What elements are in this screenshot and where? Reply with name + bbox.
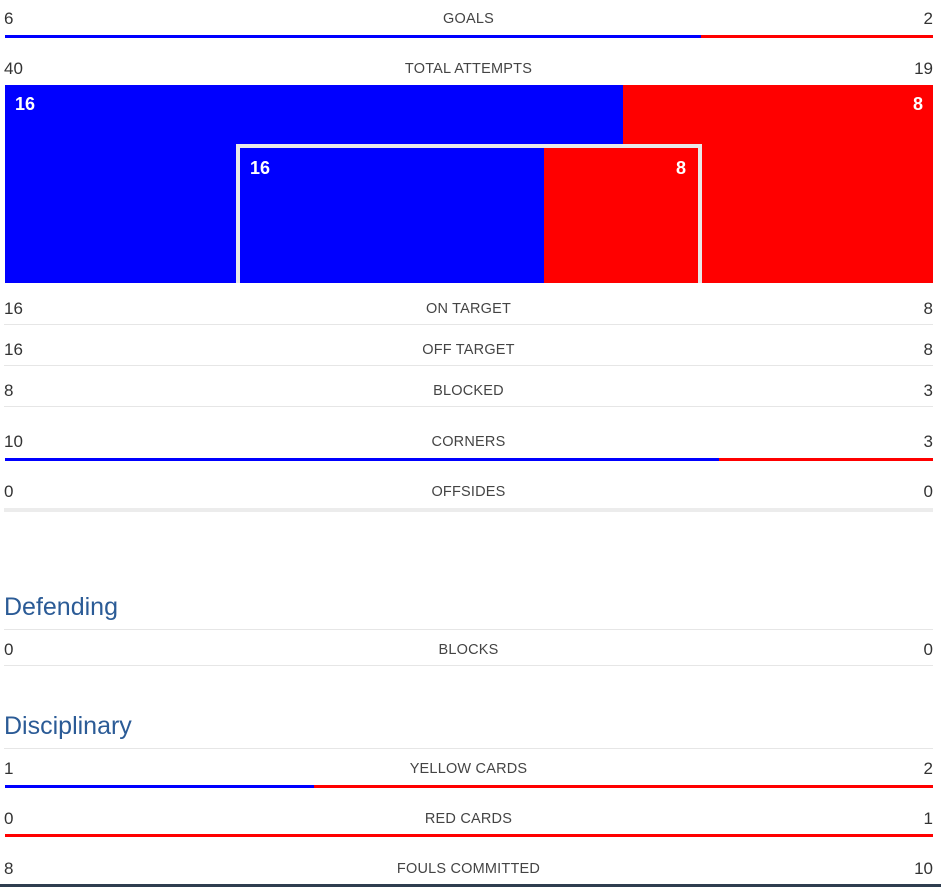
home-share [5,458,719,461]
divider [4,365,933,366]
home-value: 6 [4,9,14,28]
home-share [5,35,701,38]
goal-home-area [240,148,544,283]
stat-label: RED CARDS [424,811,513,827]
stat-label: OFF TARGET [422,342,515,358]
home-share [5,785,315,788]
away-share [701,35,933,38]
stat-label: ON TARGET [425,301,512,317]
section-title-defending: Defending [4,593,118,621]
home-value: 0 [4,640,14,659]
stat-row-fouls-committed: 8 FOULS COMMITTED 10 [4,858,933,880]
home-value: 16 [4,340,23,359]
stat-row-yellow-cards: 1 YELLOW CARDS 2 [4,758,933,780]
divider [4,748,933,749]
divider [4,629,933,630]
stat-label: CORNERS [431,434,506,450]
stat-label: YELLOW CARDS [409,761,528,777]
stat-label: FOULS COMMITTED [396,861,541,877]
home-value: 0 [4,482,14,501]
away-value: 3 [923,432,933,451]
stat-row-corners: 10 CORNERS 3 [4,431,933,453]
yellow-cards-share-bar [5,785,933,788]
away-value: 10 [914,859,933,878]
stat-row-total-attempts: 40 TOTAL ATTEMPTS 19 [4,58,933,80]
corners-share-bar [5,458,933,461]
stat-row-on-target: 16 ON TARGET 8 [4,298,933,320]
away-share [5,834,933,837]
off-target-home-number: 16 [15,94,36,114]
red-cards-share-bar [5,834,933,837]
home-value: 8 [4,859,14,878]
home-value: 40 [4,59,23,78]
away-value: 0 [923,640,933,659]
divider [4,665,933,666]
away-value: 19 [914,59,933,78]
section-divider [4,508,933,512]
away-value: 1 [923,809,933,828]
off-target-away-number: 8 [912,94,923,114]
stat-row-red-cards: 0 RED CARDS 1 [4,808,933,830]
on-target-home-number: 16 [250,158,271,178]
away-value: 3 [923,381,933,400]
stat-row-blocks: 0 BLOCKS 0 [4,639,933,661]
goal-frame: 16 8 [236,144,702,283]
stat-label: OFFSIDES [431,484,506,500]
home-value: 8 [4,381,14,400]
stat-label: TOTAL ATTEMPTS [404,61,533,77]
stat-label: GOALS [443,11,494,27]
away-value: 8 [923,340,933,359]
away-value: 2 [923,9,933,28]
home-value: 1 [4,759,14,778]
attempts-graphic: 16 8 16 8 [5,85,933,283]
away-share [314,785,933,788]
home-value: 10 [4,432,23,451]
away-value: 2 [923,759,933,778]
stat-label: BLOCKED [433,383,504,399]
divider [4,406,933,407]
home-value: 16 [4,299,23,318]
stat-row-off-target: 16 OFF TARGET 8 [4,339,933,361]
stat-row-offsides: 0 OFFSIDES 0 [4,481,933,503]
divider [4,324,933,325]
goal-away-area [544,148,698,283]
stat-row-blocked: 8 BLOCKED 3 [4,380,933,402]
stat-label: BLOCKS [438,642,499,658]
away-share [718,458,933,461]
on-target-away-number: 8 [675,158,686,178]
section-title-disciplinary: Disciplinary [4,712,132,740]
stat-row-goals: 6 GOALS 2 [4,8,933,30]
away-value: 8 [923,299,933,318]
goals-share-bar [5,35,933,38]
home-value: 0 [4,809,14,828]
bottom-edge-strip [0,884,941,887]
away-value: 0 [923,482,933,501]
